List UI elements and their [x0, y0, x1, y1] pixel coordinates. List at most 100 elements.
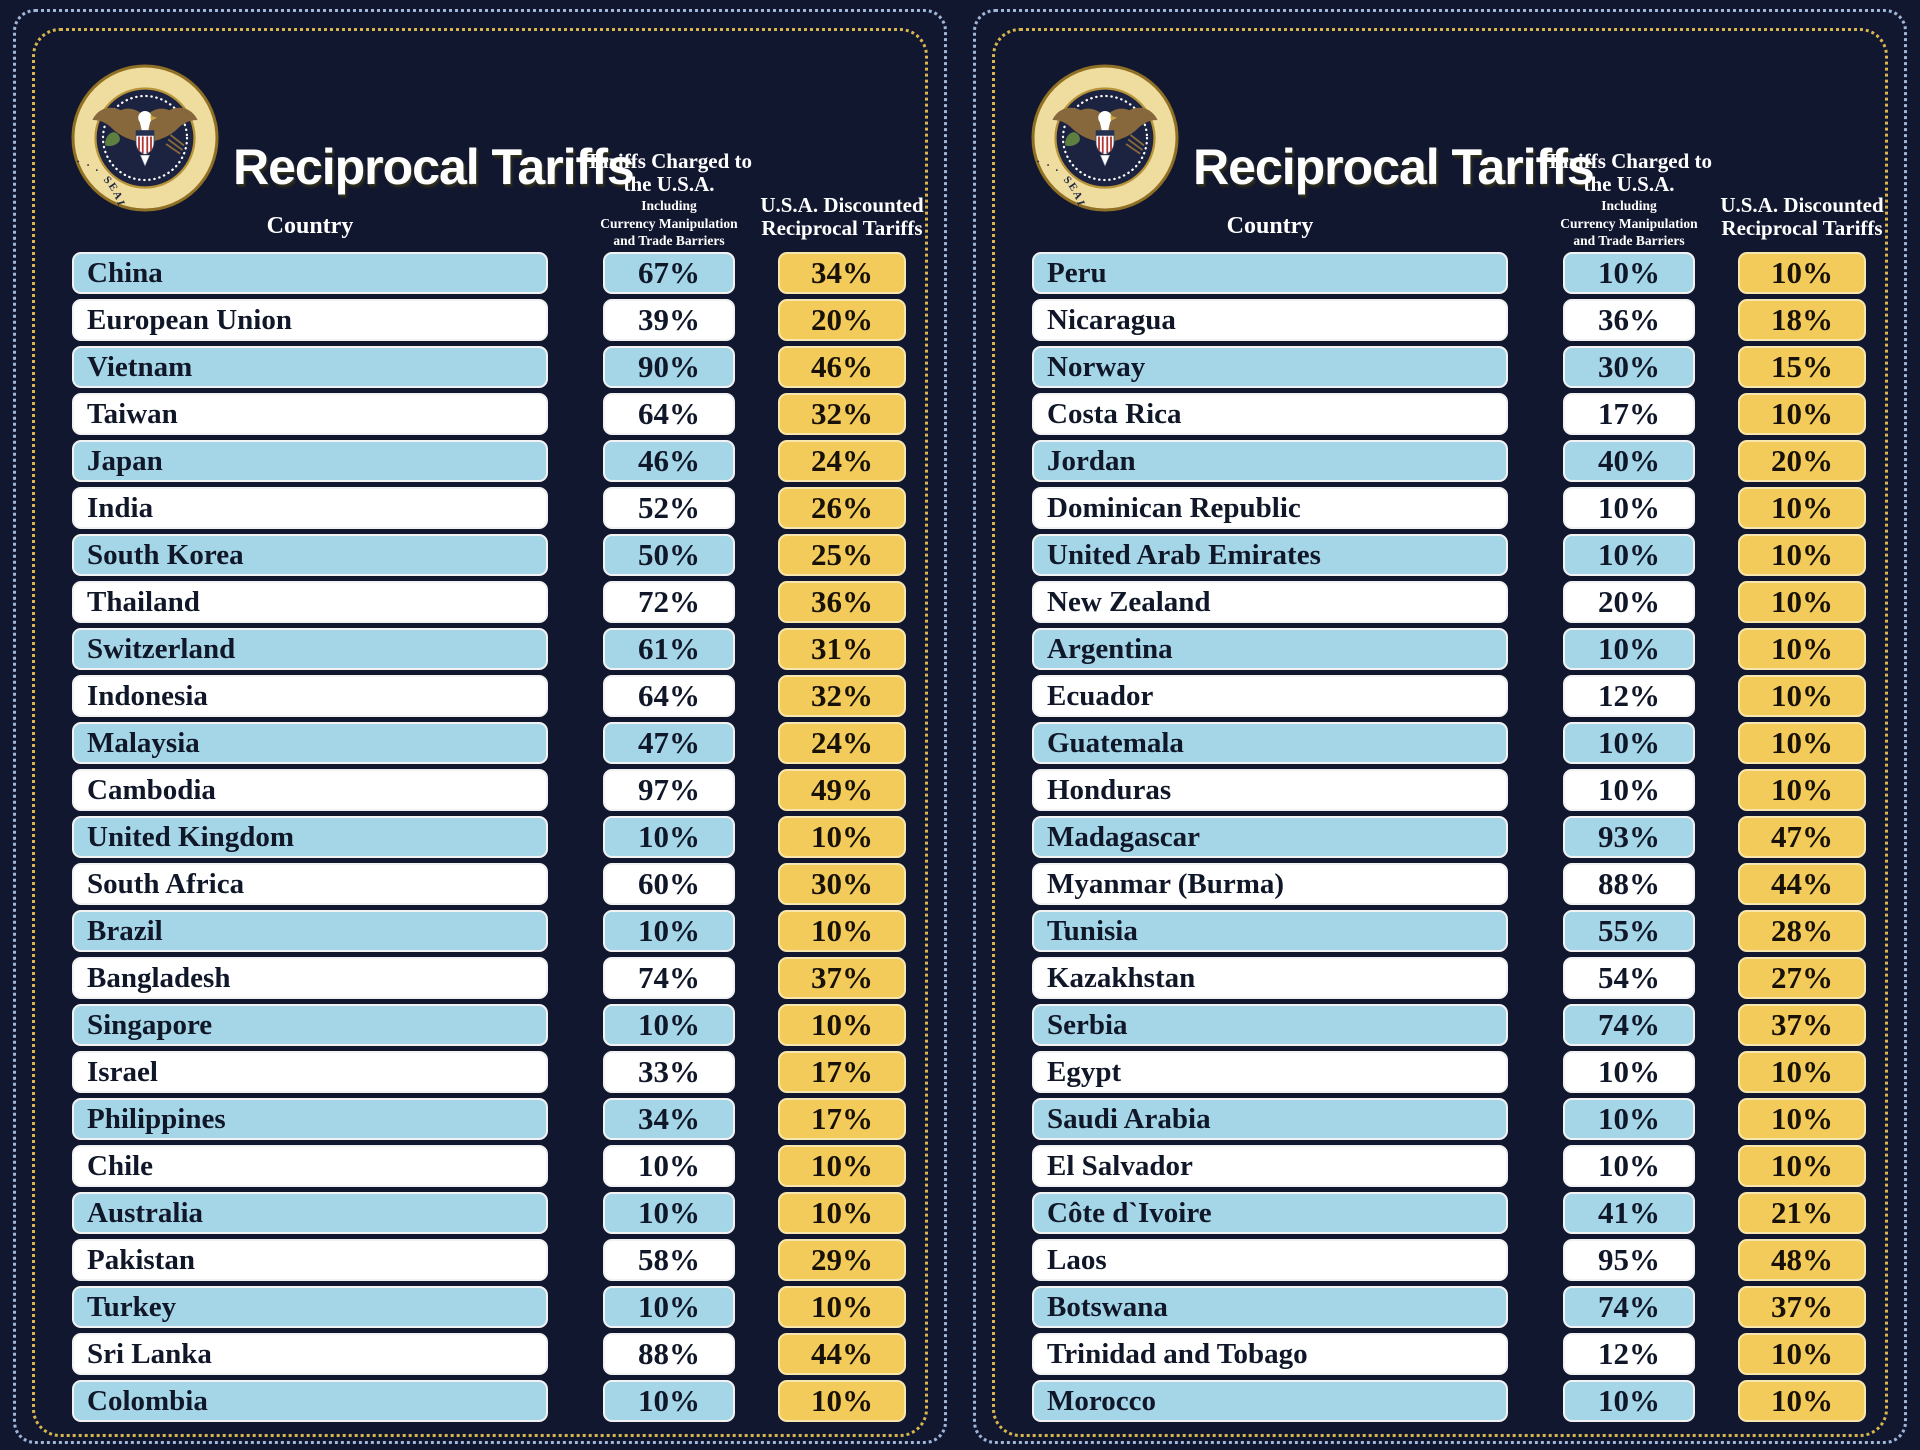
- country-cell: Switzerland: [72, 628, 548, 670]
- tariff-discounted-cell: 10%: [1738, 722, 1866, 764]
- table-row: Serbia 74% 37%: [960, 1004, 1920, 1046]
- tariff-discounted-cell: 10%: [778, 1192, 906, 1234]
- country-cell: Sri Lanka: [72, 1333, 548, 1375]
- table-row: Chile 10% 10%: [0, 1145, 960, 1187]
- tariffs-charged-subline-2: Currency Manipulation: [600, 215, 738, 231]
- tariff-charged-cell: 33%: [603, 1051, 735, 1093]
- table-row: Costa Rica 17% 10%: [960, 393, 1920, 435]
- country-cell: Nicaragua: [1032, 299, 1508, 341]
- tariff-charged-cell: 10%: [603, 816, 735, 858]
- tariff-discounted-cell: 32%: [778, 675, 906, 717]
- tariff-charged-cell: 10%: [603, 1145, 735, 1187]
- country-cell: Ecuador: [1032, 675, 1508, 717]
- table-row: Madagascar 93% 47%: [960, 816, 1920, 858]
- tariff-discounted-cell: 31%: [778, 628, 906, 670]
- country-cell: Saudi Arabia: [1032, 1098, 1508, 1140]
- eagle-icon: [1052, 107, 1158, 167]
- tariff-charged-cell: 58%: [603, 1239, 735, 1281]
- tariff-discounted-cell: 46%: [778, 346, 906, 388]
- table-row: Japan 46% 24%: [0, 440, 960, 482]
- table-row: Pakistan 58% 29%: [0, 1239, 960, 1281]
- country-cell: Israel: [72, 1051, 548, 1093]
- tariff-discounted-cell: 10%: [778, 816, 906, 858]
- table-row: Saudi Arabia 10% 10%: [960, 1098, 1920, 1140]
- tariff-charged-cell: 47%: [603, 722, 735, 764]
- tariff-charged-cell: 10%: [1563, 1051, 1695, 1093]
- column-header-discounted: U.S.A. Discounted Reciprocal Tariffs: [1720, 193, 1884, 240]
- table-row: Tunisia 55% 28%: [960, 910, 1920, 952]
- tariff-charged-cell: 39%: [603, 299, 735, 341]
- country-cell: Philippines: [72, 1098, 548, 1140]
- tariff-discounted-cell: 49%: [778, 769, 906, 811]
- tariff-discounted-cell: 10%: [1738, 393, 1866, 435]
- tariff-charged-cell: 88%: [1563, 863, 1695, 905]
- tariff-charged-cell: 41%: [1563, 1192, 1695, 1234]
- country-cell: New Zealand: [1032, 581, 1508, 623]
- tariffs-charged-subline-3: and Trade Barriers: [1573, 233, 1685, 248]
- tariff-discounted-cell: 10%: [778, 1286, 906, 1328]
- table-row: Guatemala 10% 10%: [960, 722, 1920, 764]
- country-cell: Morocco: [1032, 1380, 1508, 1422]
- country-cell: Kazakhstan: [1032, 957, 1508, 999]
- table-row: Indonesia 64% 32%: [0, 675, 960, 717]
- tariff-charged-cell: 46%: [603, 440, 735, 482]
- tariff-discounted-cell: 10%: [778, 910, 906, 952]
- table-row: European Union 39% 20%: [0, 299, 960, 341]
- table-row: Brazil 10% 10%: [0, 910, 960, 952]
- tariff-discounted-cell: 30%: [778, 863, 906, 905]
- tariff-discounted-cell: 26%: [778, 487, 906, 529]
- country-cell: Colombia: [72, 1380, 548, 1422]
- tariff-discounted-cell: 10%: [1738, 1051, 1866, 1093]
- tariffs-charged-label: Tariffs Charged to the U.S.A.: [585, 149, 753, 196]
- country-cell: Trinidad and Tobago: [1032, 1333, 1508, 1375]
- table-row: Morocco 10% 10%: [960, 1380, 1920, 1422]
- column-header-discounted: U.S.A. Discounted Reciprocal Tariffs: [760, 193, 924, 240]
- tariff-charged-cell: 10%: [1563, 534, 1695, 576]
- country-cell: Malaysia: [72, 722, 548, 764]
- tariffs-charged-label: Tariffs Charged to the U.S.A.: [1545, 149, 1713, 196]
- country-cell: Serbia: [1032, 1004, 1508, 1046]
- country-cell: Tunisia: [1032, 910, 1508, 952]
- tariff-charged-cell: 17%: [1563, 393, 1695, 435]
- table-row: Egypt 10% 10%: [960, 1051, 1920, 1093]
- tariff-discounted-cell: 24%: [778, 440, 906, 482]
- tariff-charged-cell: 52%: [603, 487, 735, 529]
- tariffs-charged-subline-3: and Trade Barriers: [613, 233, 725, 248]
- tariff-discounted-cell: 21%: [1738, 1192, 1866, 1234]
- tariff-discounted-cell: 10%: [1738, 1098, 1866, 1140]
- tariff-discounted-cell: 17%: [778, 1051, 906, 1093]
- eagle-icon: [92, 107, 198, 167]
- tariff-discounted-cell: 25%: [778, 534, 906, 576]
- country-cell: European Union: [72, 299, 548, 341]
- table-row: India 52% 26%: [0, 487, 960, 529]
- country-cell: Bangladesh: [72, 957, 548, 999]
- table-row: Colombia 10% 10%: [0, 1380, 960, 1422]
- country-cell: Japan: [72, 440, 548, 482]
- table-row: Honduras 10% 10%: [960, 769, 1920, 811]
- tariff-discounted-cell: 10%: [778, 1004, 906, 1046]
- tariff-discounted-cell: 10%: [1738, 487, 1866, 529]
- country-cell: Jordan: [1032, 440, 1508, 482]
- tariff-discounted-cell: 10%: [778, 1380, 906, 1422]
- tariff-charged-cell: 10%: [603, 910, 735, 952]
- tariff-discounted-cell: 10%: [1738, 581, 1866, 623]
- outer-dotted-border: [13, 9, 947, 1444]
- tariff-discounted-cell: 32%: [778, 393, 906, 435]
- table-row: South Africa 60% 30%: [0, 863, 960, 905]
- table-row: Cambodia 97% 49%: [0, 769, 960, 811]
- country-cell: Vietnam: [72, 346, 548, 388]
- table-row: Côte d`Ivoire 41% 21%: [960, 1192, 1920, 1234]
- table-row: Turkey 10% 10%: [0, 1286, 960, 1328]
- tariff-discounted-cell: 17%: [778, 1098, 906, 1140]
- country-cell: Honduras: [1032, 769, 1508, 811]
- column-header-country: Country: [1226, 213, 1314, 239]
- tariffs-charged-subline-1: Including: [1601, 198, 1657, 213]
- tariff-discounted-cell: 47%: [1738, 816, 1866, 858]
- tariff-discounted-cell: 10%: [778, 1145, 906, 1187]
- country-cell: El Salvador: [1032, 1145, 1508, 1187]
- tariff-discounted-cell: 10%: [1738, 628, 1866, 670]
- country-cell: India: [72, 487, 548, 529]
- country-cell: Myanmar (Burma): [1032, 863, 1508, 905]
- country-cell: Botswana: [1032, 1286, 1508, 1328]
